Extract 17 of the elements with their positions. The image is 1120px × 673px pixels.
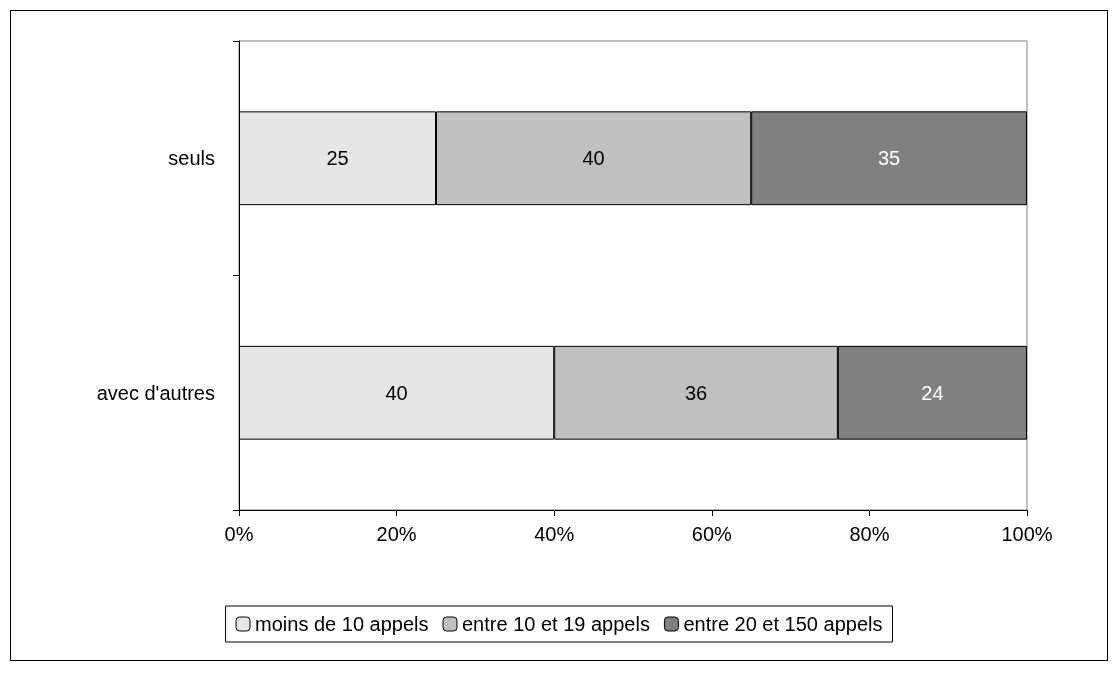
x-tick-label: 60% — [691, 523, 733, 545]
x-tick-label: 20% — [376, 523, 417, 545]
x-tick-label: 0% — [224, 523, 254, 545]
data-label: 40 — [385, 381, 408, 404]
legend-label: entre 20 et 150 appels — [683, 613, 883, 635]
data-label: 25 — [326, 147, 349, 170]
legend-label: entre 10 et 19 appels — [461, 613, 650, 635]
data-label: 35 — [877, 147, 901, 170]
data-label: 36 — [684, 381, 708, 404]
x-tick-label: 100% — [1001, 523, 1053, 545]
x-tick-label: 80% — [849, 523, 890, 545]
y-tick-label: seuls — [168, 147, 215, 170]
data-label: 40 — [582, 147, 605, 170]
data-label: 24 — [921, 381, 944, 404]
legend-label: moins de 10 appels — [255, 613, 429, 635]
y-tick-label: avec d'autres — [96, 381, 215, 404]
x-tick-label: 40% — [534, 523, 575, 545]
